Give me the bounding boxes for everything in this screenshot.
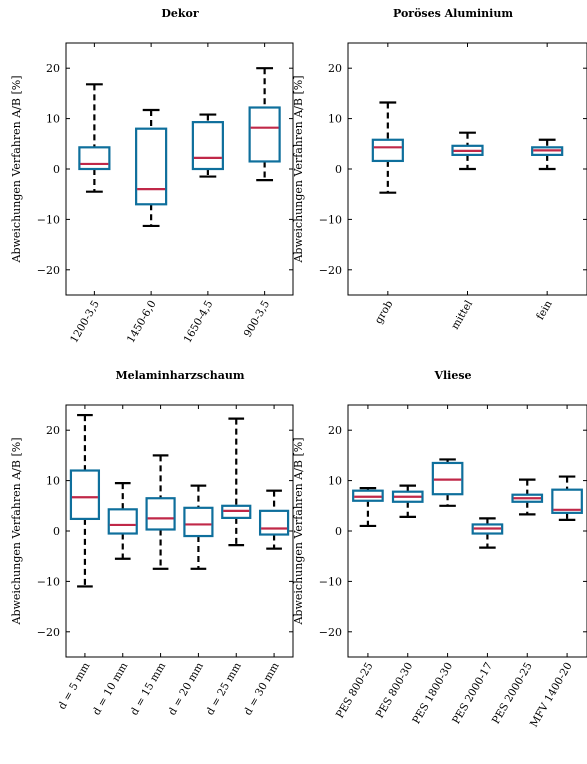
x-tick-label: d = 5 mm	[56, 660, 92, 711]
axes-frame	[65, 404, 294, 658]
y-axis-label: Abweichungen Verfahren A/B [%]	[10, 75, 23, 263]
y-tick-label: 20	[46, 424, 60, 437]
x-tick-label: 1200-3,5	[68, 299, 102, 346]
y-tick-label: 0	[335, 163, 342, 176]
box-plot-3: 1650-4,5	[182, 43, 224, 346]
y-tick-label: 0	[335, 525, 342, 538]
box-plot-3: d = 15 mm	[128, 405, 176, 717]
x-tick-label: PES 2000-17	[450, 661, 495, 727]
y-tick-label: 20	[328, 424, 342, 437]
box-plot-4: d = 20 mm	[166, 405, 214, 717]
box-plot-2: 1450-6,0	[125, 43, 168, 346]
y-tick-label: 0	[53, 525, 60, 538]
chart-panel-4: Vliese Abweichungen Verfahren A/B [%] −20 −…	[292, 369, 587, 729]
x-tick-label: fein	[534, 298, 555, 322]
iqr-box	[248, 106, 281, 163]
y-tick-label: 10	[328, 475, 342, 488]
box-plot-1: 1200-3,5	[68, 43, 111, 346]
x-tick-label: 1650-4,5	[182, 299, 216, 346]
x-tick-label: 900-3,5	[242, 299, 273, 340]
y-tick-label: −10	[319, 213, 342, 226]
y-tick-label: −20	[37, 626, 60, 639]
x-tick-label: d = 10 mm	[91, 660, 131, 717]
chart-panel-2: Poröses Aluminium Abweichungen Verfahren …	[292, 7, 587, 332]
y-axis-label: Abweichungen Verfahren A/B [%]	[292, 75, 305, 263]
box-plot-3: fein	[531, 43, 564, 322]
y-tick-label: 10	[46, 475, 60, 488]
x-tick-label: d = 20 mm	[166, 660, 206, 717]
x-tick-label: MFV 1400-20	[528, 661, 575, 730]
iqr-box	[551, 488, 583, 514]
box-plot-4: PES 2000-17	[450, 405, 504, 727]
y-tick-label: −10	[319, 575, 342, 588]
y-axis-label: Abweichungen Verfahren A/B [%]	[292, 437, 305, 625]
x-tick-label: grob	[373, 298, 396, 326]
iqr-box	[258, 509, 290, 536]
box-plot-2: PES 800-30	[374, 405, 424, 721]
box-plot-6: d = 30 mm	[242, 405, 290, 717]
y-tick-label: −20	[319, 626, 342, 639]
x-tick-label: PES 2000-25	[490, 661, 535, 727]
box-plot-2: mittel	[449, 43, 484, 332]
chart-panel-1: Dekor Abweichungen Verfahren A/B [%] −20 −1…	[10, 7, 294, 346]
iqr-box	[69, 469, 101, 521]
iqr-box	[183, 506, 214, 538]
y-tick-label: 0	[53, 163, 60, 176]
y-tick-label: −10	[37, 575, 60, 588]
x-tick-label: d = 15 mm	[128, 660, 168, 717]
iqr-box	[135, 127, 168, 206]
box-plot-5: PES 2000-25	[490, 405, 544, 727]
y-tick-label: 20	[328, 62, 342, 75]
y-tick-label: 10	[46, 113, 60, 126]
chart-title: Vliese	[433, 369, 471, 382]
chart-title: Dekor	[161, 7, 198, 20]
y-tick-label: −20	[319, 264, 342, 277]
chart-title: Melaminharzschaum	[115, 369, 244, 382]
box-plot-2: d = 10 mm	[91, 405, 138, 717]
iqr-box	[145, 497, 176, 531]
x-tick-label: mittel	[449, 298, 475, 332]
iqr-box	[191, 121, 224, 171]
box-plot-1: PES 800-25	[334, 405, 384, 721]
x-tick-label: 1450-6,0	[125, 299, 159, 346]
y-tick-label: −20	[37, 264, 60, 277]
x-tick-label: PES 1800-30	[410, 661, 455, 727]
x-tick-label: d = 30 mm	[242, 660, 282, 717]
box-plot-1: grob	[371, 43, 404, 326]
box-plot-6: MFV 1400-20	[528, 405, 583, 730]
x-tick-label: PES 800-25	[334, 661, 376, 721]
y-tick-label: 10	[328, 113, 342, 126]
y-tick-label: −10	[37, 213, 60, 226]
y-axis-label: Abweichungen Verfahren A/B [%]	[10, 437, 23, 625]
iqr-box	[107, 508, 138, 535]
y-tick-label: 20	[46, 62, 60, 75]
box-plot-1: d = 5 mm	[56, 405, 101, 712]
x-tick-label: PES 800-30	[374, 661, 416, 721]
box-plot-3: PES 1800-30	[410, 405, 464, 727]
chart-panel-3: Melaminharzschaum Abweichungen Verfahren …	[10, 369, 294, 717]
chart-title: Poröses Aluminium	[393, 7, 513, 20]
axes-frame	[347, 404, 587, 658]
iqr-box	[371, 138, 404, 163]
x-tick-label: d = 25 mm	[204, 660, 244, 717]
iqr-box	[78, 146, 111, 171]
box-plot-5: d = 25 mm	[204, 405, 252, 717]
